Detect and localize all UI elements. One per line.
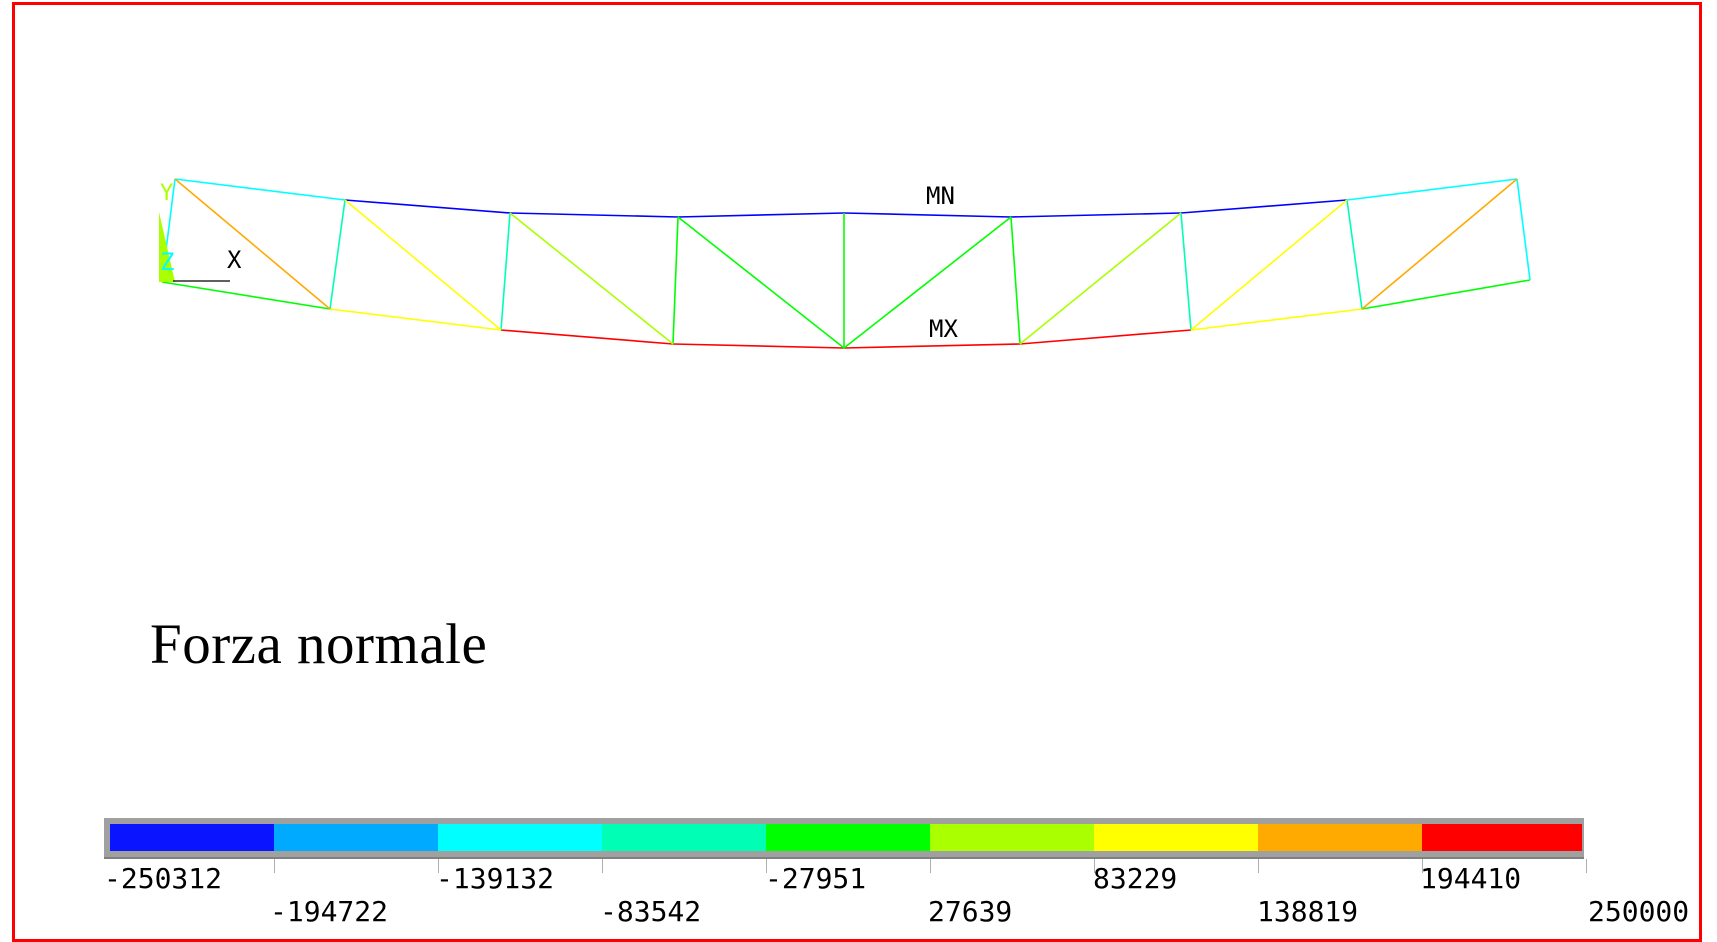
legend-tick [438,859,439,873]
legend-value: 27639 [928,895,1013,928]
member [1019,212,1182,345]
legend-segment [930,824,1094,851]
member [843,343,1021,349]
member [500,212,511,331]
legend-segment [1258,824,1422,851]
member [174,178,331,310]
member [161,281,331,310]
legend-value: 138819 [1257,895,1359,928]
legend-tick [1094,859,1095,873]
top-chord [174,178,1518,218]
member [174,178,346,201]
legend-value: 83229 [1093,862,1178,895]
legend-segment [1422,824,1582,851]
member [843,212,1012,218]
legend-tick [1258,859,1259,873]
member [1361,178,1518,310]
member [509,212,674,345]
support-marker [159,212,175,282]
member [509,212,679,218]
legend-tick [1422,859,1423,873]
triad-y-label: Y [160,181,173,206]
legend-tick [274,859,275,873]
legend-value: -83542 [600,895,702,928]
legend-tick [930,859,931,873]
coordinate-triad: Y Z X [160,181,242,282]
member [843,216,1012,349]
member [344,199,502,331]
member [329,199,346,310]
legend-value: -139132 [436,862,555,895]
max-label: MX [929,315,958,343]
color-legend-bar [104,818,1584,859]
member [500,329,674,345]
member [1010,212,1182,218]
member [1361,279,1531,310]
legend-value: -194722 [270,895,389,928]
member [672,216,679,345]
caption-title: Forza normale [150,613,488,676]
member [677,216,845,349]
legend-segment [602,824,766,851]
member [1190,199,1348,331]
member [1180,199,1348,214]
legend-segment [766,824,930,851]
member [1190,308,1363,331]
legend-value: -27951 [765,862,867,895]
member [672,343,845,349]
legend-segment [110,824,274,851]
member [677,212,845,218]
bottom-chord [161,279,1531,349]
member [344,199,511,214]
legend-tick [602,859,603,873]
triad-z-label: Z [160,248,174,276]
legend-tick [766,859,767,873]
legend-segment [1094,824,1258,851]
member [1346,178,1518,201]
member [1010,216,1021,345]
member [1516,178,1531,281]
legend-value: 250000 [1588,895,1690,928]
verticals [161,178,1531,348]
legend-segment [438,824,602,851]
triad-x-label: X [227,246,242,274]
min-label: MN [926,182,955,210]
diagonals [174,178,1518,349]
legend-tick [1586,859,1587,873]
legend-value: -250312 [104,862,223,895]
legend-segment [274,824,438,851]
member [329,308,502,331]
member [1346,199,1363,310]
member [1180,212,1192,331]
legend-value: 194410 [1420,862,1522,895]
member [1019,329,1192,345]
